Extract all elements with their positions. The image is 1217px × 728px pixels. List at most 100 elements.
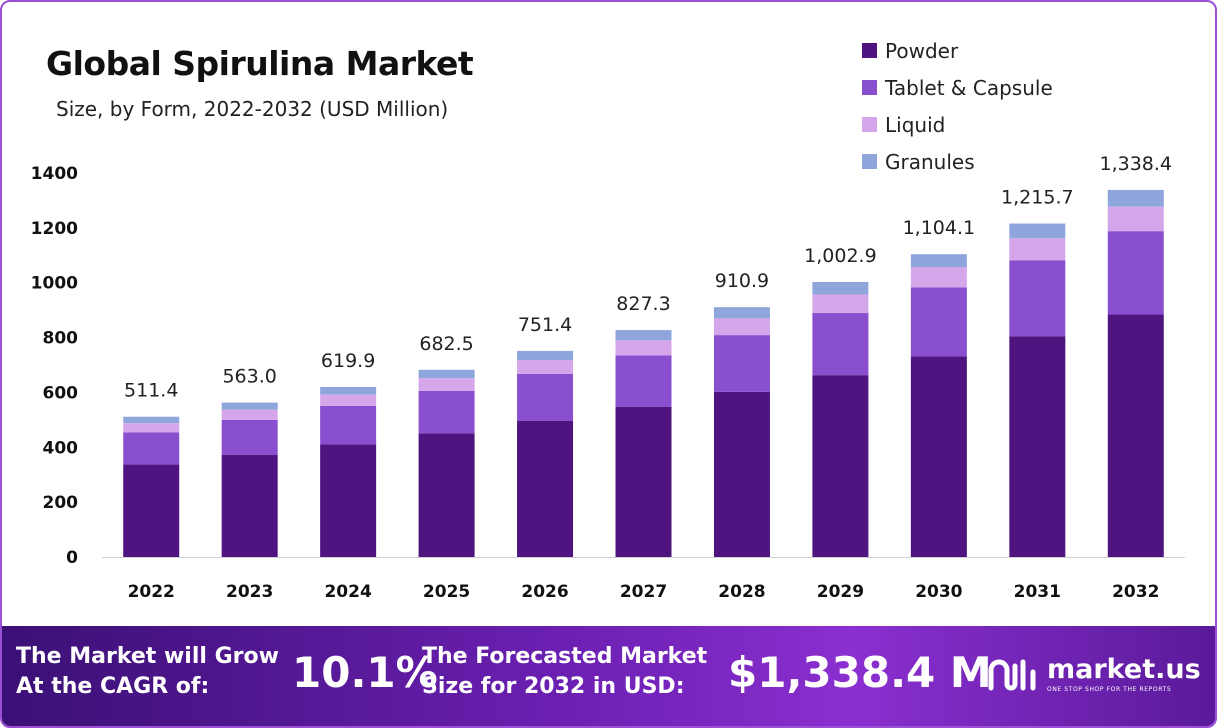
bar-segment-powder-2028 <box>713 391 770 557</box>
y-tick-label: 1200 <box>31 219 78 239</box>
total-label-2026: 751.4 <box>518 314 572 336</box>
chart-title: Global Spirulina Market <box>46 44 474 83</box>
total-label-2028: 910.9 <box>715 270 769 292</box>
legend-item-liquid: Liquid <box>862 106 1053 143</box>
bar-segment-powder-2030 <box>910 356 967 557</box>
cagr-value: 10.1% <box>292 648 438 697</box>
bar-segment-powder-2032 <box>1107 314 1164 557</box>
chart-legend: Powder Tablet & Capsule Liquid Granules <box>862 32 1053 180</box>
legend-label-liquid: Liquid <box>885 112 946 137</box>
bar-segment-powder-2025 <box>418 433 475 557</box>
y-tick-label: 1400 <box>31 164 78 184</box>
bar-segment-granules-2031 <box>1009 223 1066 239</box>
total-label-2032: 1,338.4 <box>1100 153 1173 175</box>
forecast-value: $1,338.4 M <box>728 648 992 697</box>
legend-label-tablet-capsule: Tablet & Capsule <box>885 75 1053 100</box>
legend-item-granules: Granules <box>862 143 1053 180</box>
total-label-2031: 1,215.7 <box>1001 187 1074 209</box>
brand-logo: market.us ONE STOP SHOP FOR THE REPORTS <box>987 654 1201 694</box>
bar-segment-granules-2025 <box>418 369 475 379</box>
brand-name: market.us <box>1047 653 1201 685</box>
market-us-logo-icon <box>988 659 1036 691</box>
bar-segment-liquid-2031 <box>1009 238 1066 261</box>
bar-segment-powder-2026 <box>517 420 574 557</box>
bar-segment-liquid-2032 <box>1107 206 1164 232</box>
cagr-label: The Market will Grow At the CAGR of: <box>16 644 279 699</box>
bar-segment-liquid-2029 <box>812 294 869 313</box>
bar-segment-powder-2024 <box>320 444 377 557</box>
bar-segment-granules-2032 <box>1107 189 1164 207</box>
bar-segment-tablet-capsule-2030 <box>910 287 967 357</box>
x-tick-label-2028: 2028 <box>718 582 765 602</box>
bar-segment-powder-2027 <box>615 406 672 557</box>
y-tick-label: 200 <box>43 493 79 513</box>
x-tick-label-2030: 2030 <box>915 582 962 602</box>
bar-segment-granules-2028 <box>713 307 770 319</box>
x-tick-label-2032: 2032 <box>1112 582 1159 602</box>
legend-swatch-powder <box>862 43 877 58</box>
x-tick-label-2026: 2026 <box>521 582 568 602</box>
brand-tagline: ONE STOP SHOP FOR THE REPORTS <box>1047 685 1172 693</box>
total-label-2029: 1,002.9 <box>804 245 877 267</box>
x-tick-label-2024: 2024 <box>324 582 371 602</box>
bar-segment-tablet-capsule-2024 <box>320 405 377 445</box>
y-tick-label: 0 <box>66 548 78 568</box>
stacked-bar-chart: 0 200 400 600 800 1000 1200 1400 511.4 2022 563.0 2… <box>31 153 1185 602</box>
x-tick-label-2023: 2023 <box>226 582 273 602</box>
legend-swatch-tablet-capsule <box>862 80 877 95</box>
total-label-2030: 1,104.1 <box>903 217 976 239</box>
bar-segment-tablet-capsule-2025 <box>418 390 475 434</box>
total-label-2024: 619.9 <box>321 350 375 372</box>
forecast-label: The Forecasted Market Size for 2032 in U… <box>422 644 708 699</box>
legend-swatch-granules <box>862 154 877 169</box>
bar-segment-powder-2023 <box>221 454 278 557</box>
legend-swatch-liquid <box>862 117 877 132</box>
legend-label-granules: Granules <box>885 149 975 174</box>
bar-segment-powder-2031 <box>1009 336 1066 557</box>
bar-segment-granules-2023 <box>221 402 278 410</box>
total-label-2023: 563.0 <box>222 366 276 388</box>
bar-segment-liquid-2030 <box>910 267 967 288</box>
bar-segment-tablet-capsule-2023 <box>221 419 278 455</box>
total-label-2025: 682.5 <box>419 333 473 355</box>
y-tick-label: 800 <box>43 329 79 349</box>
bar-segment-liquid-2028 <box>713 318 770 336</box>
legend-item-powder: Powder <box>862 32 1053 69</box>
y-tick-label: 1000 <box>31 274 78 294</box>
bar-segment-liquid-2023 <box>221 409 278 420</box>
bar-segment-granules-2026 <box>517 350 574 361</box>
x-tick-label-2029: 2029 <box>817 582 864 602</box>
bar-segment-granules-2029 <box>812 281 869 295</box>
bar-segment-liquid-2025 <box>418 378 475 391</box>
bar-segment-granules-2024 <box>320 386 377 395</box>
footer-banner: The Market will Grow At the CAGR of: 10.… <box>2 626 1215 726</box>
bar-segment-tablet-capsule-2022 <box>123 432 180 465</box>
bar-segment-tablet-capsule-2028 <box>713 335 770 392</box>
bar-segment-granules-2022 <box>123 416 180 424</box>
bar-segment-tablet-capsule-2032 <box>1107 231 1164 315</box>
bar-segment-liquid-2026 <box>517 360 574 374</box>
bar-segment-tablet-capsule-2026 <box>517 373 574 421</box>
bar-segment-tablet-capsule-2031 <box>1009 260 1066 337</box>
bar-segment-liquid-2024 <box>320 394 377 406</box>
bar-segment-tablet-capsule-2029 <box>812 312 869 376</box>
bar-segment-powder-2022 <box>123 464 180 557</box>
x-tick-label-2022: 2022 <box>128 582 175 602</box>
total-label-2027: 827.3 <box>616 293 670 315</box>
x-tick-label-2025: 2025 <box>423 582 470 602</box>
x-tick-label-2027: 2027 <box>620 582 667 602</box>
bar-segment-powder-2029 <box>812 375 869 557</box>
chart-subtitle: Size, by Form, 2022-2032 (USD Million) <box>56 97 449 121</box>
y-tick-label: 400 <box>43 438 79 458</box>
bar-segment-granules-2030 <box>910 254 967 268</box>
y-tick-label: 600 <box>43 383 79 403</box>
bar-segment-tablet-capsule-2027 <box>615 355 672 407</box>
bar-segment-liquid-2027 <box>615 340 672 356</box>
legend-item-tablet-capsule: Tablet & Capsule <box>862 69 1053 106</box>
legend-label-powder: Powder <box>885 38 959 63</box>
x-tick-label-2031: 2031 <box>1014 582 1061 602</box>
bar-segment-granules-2027 <box>615 330 672 341</box>
total-label-2022: 511.4 <box>124 380 178 402</box>
bar-segment-liquid-2022 <box>123 423 180 433</box>
